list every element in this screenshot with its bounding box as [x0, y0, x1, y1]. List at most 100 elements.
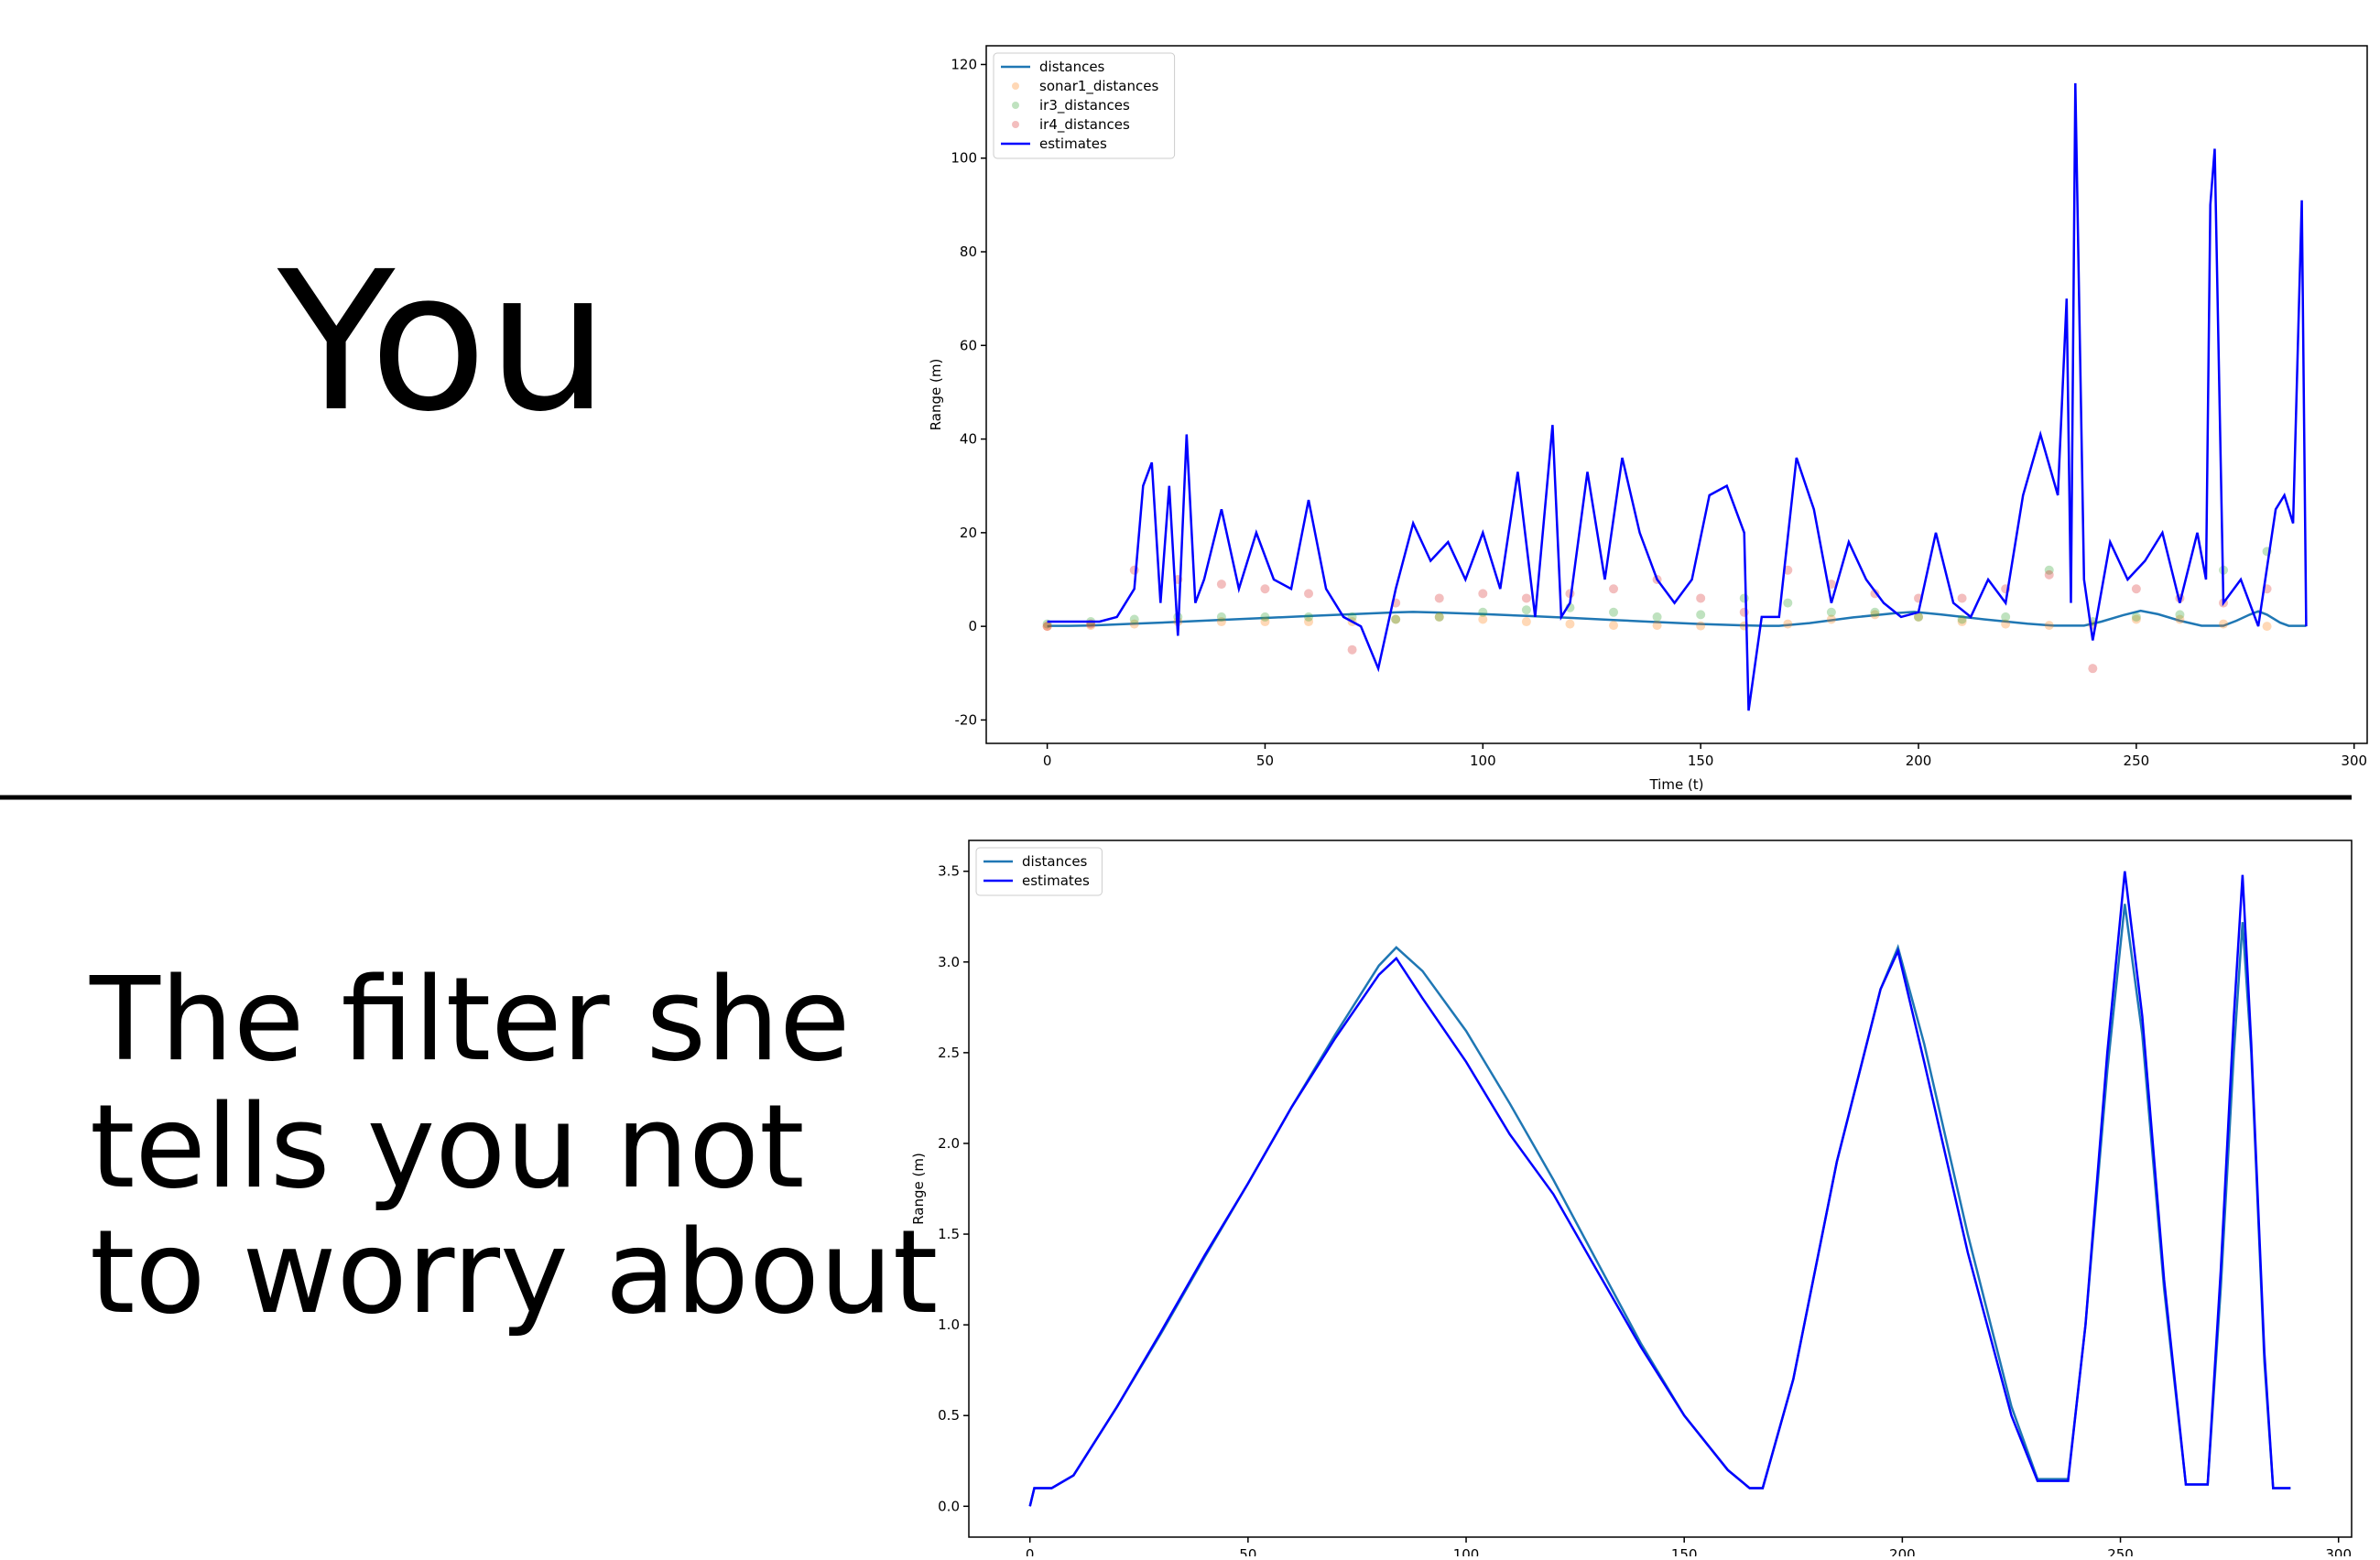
- y-tick-label: 2.5: [938, 1045, 960, 1061]
- plot-area: [1028, 871, 2291, 1507]
- chart: 0 50 100 150 200 250 300 0.0 0.5 1.0 1.5 2.0 2.5 3.0 3…: [910, 840, 2353, 1560]
- scatter-point: [1434, 593, 1444, 603]
- scatter-point: [2044, 569, 2054, 580]
- series-line: [1028, 871, 2291, 1507]
- scatter-point: [1957, 617, 1967, 627]
- scatter-point: [1129, 619, 1139, 629]
- x-tick-label: 250: [2124, 753, 2150, 769]
- x-tick-label: 50: [1256, 753, 1274, 769]
- scatter-point: [1478, 589, 1488, 599]
- x-tick-label: 50: [1239, 1546, 1256, 1556]
- scatter-point: [1609, 584, 1619, 594]
- x-tick-label: 0: [1043, 753, 1052, 769]
- scatter-point: [1304, 617, 1314, 627]
- scatter-point: [1391, 614, 1401, 624]
- scatter-point: [1652, 621, 1662, 631]
- scatter-point: [1696, 621, 1706, 631]
- scatter-point: [2262, 622, 2272, 632]
- x-axis-label: Time (t): [1648, 776, 1703, 793]
- scatter-point: [2131, 612, 2141, 622]
- x-tick-label: 200: [1906, 753, 1932, 769]
- scatter-point: [1652, 612, 1662, 622]
- scatter-point: [1216, 580, 1226, 590]
- y-tick-label: 1.5: [938, 1226, 960, 1242]
- scatter-point: [1783, 619, 1793, 629]
- scatter-point: [1129, 614, 1139, 624]
- x-tick-label: 200: [1889, 1546, 1916, 1556]
- series-line: [1047, 609, 2307, 628]
- scatter-point: [1783, 598, 1793, 608]
- y-tick-label: 40: [960, 431, 977, 448]
- scatter-point: [2175, 610, 2185, 620]
- y-tick-label: 80: [960, 244, 977, 260]
- legend-label: ir4_distances: [1039, 116, 1130, 134]
- legend-marker: [1012, 121, 1019, 128]
- scatter-point: [1826, 607, 1836, 617]
- scatter-point: [1478, 607, 1488, 617]
- scatter-point: [1304, 612, 1314, 622]
- scatter-point: [1914, 612, 1924, 622]
- x-tick-label: 100: [1470, 753, 1496, 769]
- y-tick-label: 60: [960, 337, 977, 353]
- scatter-point: [2044, 565, 2054, 575]
- scatter-point: [1609, 607, 1619, 617]
- axes-frame: [968, 840, 2353, 1538]
- x-tick-label: 150: [1671, 1546, 1698, 1556]
- scatter-point: [2131, 614, 2141, 624]
- y-tick-label: 3.0: [938, 954, 960, 970]
- y-tick-label: 120: [951, 56, 977, 72]
- scatter-point: [1260, 584, 1270, 594]
- scatter-point: [1304, 589, 1314, 599]
- y-tick-label: -20: [955, 711, 978, 728]
- scatter-point: [1434, 612, 1444, 622]
- plot-area: [1042, 82, 2308, 711]
- scatter-point: [1216, 617, 1226, 627]
- scatter-point: [1434, 612, 1444, 622]
- scatter-point: [1870, 610, 1880, 620]
- legend-label: distances: [1039, 59, 1105, 75]
- scatter-point: [1739, 593, 1749, 603]
- x-tick-label: 150: [1688, 753, 1714, 769]
- y-tick-label: 0.5: [938, 1407, 960, 1424]
- y-tick-label: 100: [951, 150, 977, 167]
- x-tick-label: 0: [1026, 1546, 1035, 1556]
- scatter-point: [2219, 619, 2229, 629]
- scatter-point: [1870, 607, 1880, 617]
- scatter-point: [1565, 619, 1575, 629]
- scatter-point: [1216, 612, 1226, 622]
- chart: 0 50 100 150 200 250 300 -20 0 20 40 60 80 100 120 Time…: [928, 45, 2368, 793]
- scatter-point: [1521, 605, 1531, 615]
- caption-top: You: [277, 230, 609, 454]
- scatter-point: [2001, 619, 2011, 629]
- scatter-point: [2088, 664, 2098, 674]
- scatter-point: [1391, 614, 1401, 624]
- scatter-point: [2044, 621, 2054, 631]
- y-axis-label: Range (m): [928, 359, 944, 431]
- scatter-point: [1042, 622, 1052, 632]
- caption-line: to worry about: [90, 1205, 938, 1339]
- scatter-point: [1129, 565, 1139, 575]
- x-tick-label: 300: [2325, 1546, 2352, 1556]
- scatter-point: [1521, 617, 1531, 627]
- scatter-point: [1957, 614, 1967, 624]
- scatter-point: [1521, 593, 1531, 603]
- caption-line: tells you not: [90, 1079, 805, 1214]
- scatter-point: [1609, 621, 1619, 631]
- series-line: [1047, 82, 2308, 711]
- scatter-point: [1914, 612, 1924, 622]
- scatter-point: [1739, 607, 1749, 617]
- legend-box: [993, 52, 1176, 159]
- scatter-point: [1260, 617, 1270, 627]
- legend-label: sonar1_distances: [1039, 78, 1158, 95]
- scatter-point: [1478, 614, 1488, 624]
- scatter-point: [1957, 593, 1967, 603]
- scatter-point: [2175, 614, 2185, 624]
- legend-label: ir3_distances: [1039, 97, 1130, 114]
- scatter-point: [2131, 584, 2141, 594]
- x-tick-label: 100: [1453, 1546, 1480, 1556]
- y-tick-label: 1.0: [938, 1316, 960, 1333]
- scatter-point: [1696, 610, 1706, 620]
- series-line: [1028, 904, 2291, 1507]
